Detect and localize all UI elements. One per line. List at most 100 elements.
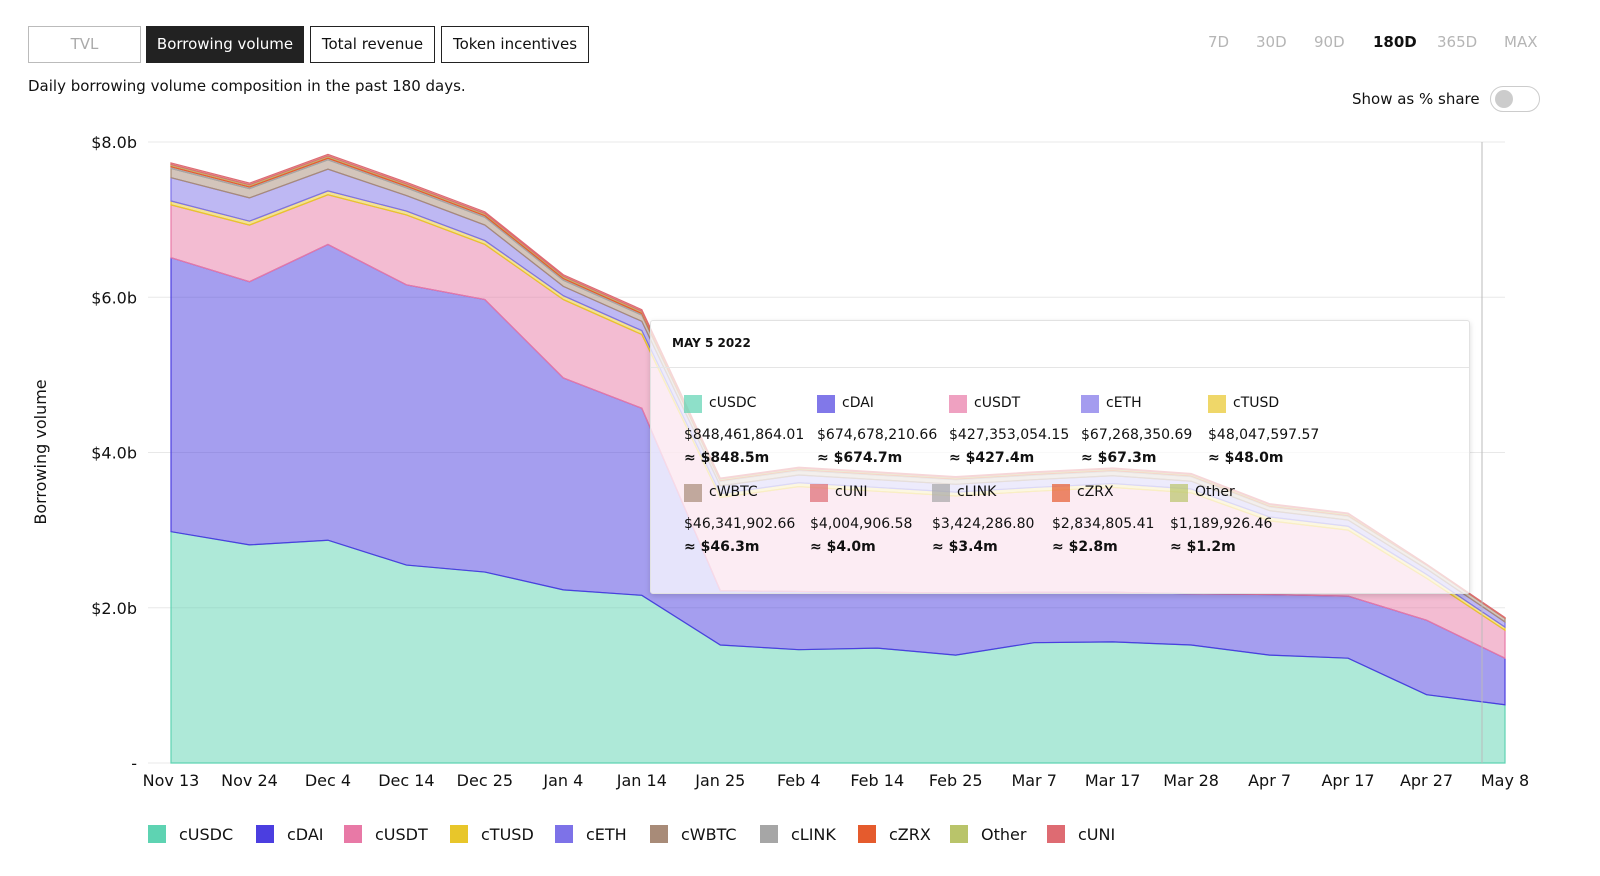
toggle-label: Show as % share (1352, 90, 1480, 108)
range-button[interactable]: 90D (1314, 33, 1345, 51)
tooltip-swatch (684, 484, 702, 502)
tab[interactable]: TVL (28, 26, 141, 63)
tooltip-name: cLINK (957, 484, 997, 500)
tab[interactable]: Token incentives (441, 26, 589, 63)
tooltip-approx: ≈ $427.4m (949, 450, 1035, 466)
tooltip-name: cUNI (835, 484, 868, 500)
x-tick-label: Dec 14 (378, 771, 434, 790)
range-button[interactable]: MAX (1504, 33, 1538, 51)
tooltip: MAY 5 2022 cUSDC $848,461,864.01 ≈ $848.5m c… (650, 320, 1470, 594)
tooltip-value: $848,461,864.01 (684, 427, 805, 443)
x-tick-label: Apr 27 (1400, 771, 1453, 790)
x-tick-label: Mar 7 (1011, 771, 1056, 790)
range-button[interactable]: 180D (1373, 33, 1417, 51)
tooltip-name: Other (1195, 484, 1235, 500)
x-tick-label: Nov 24 (221, 771, 278, 790)
tooltip-value: $1,189,926.46 (1170, 516, 1273, 532)
tooltip-approx: ≈ $1.2m (1170, 539, 1236, 555)
legend-label: cTUSD (481, 825, 534, 844)
tooltip-approx: ≈ $674.7m (817, 450, 903, 466)
tooltip-value: $3,424,286.80 (932, 516, 1035, 532)
legend-label: Other (981, 825, 1027, 844)
tooltip-name: cDAI (842, 395, 874, 411)
tooltip-approx: ≈ $46.3m (684, 539, 760, 555)
legend-swatch (148, 825, 166, 843)
range-button[interactable]: 30D (1256, 33, 1287, 51)
tooltip-swatch (932, 484, 950, 502)
toggle[interactable] (1490, 86, 1540, 112)
x-tick-label: Jan 4 (542, 771, 583, 790)
area (170, 153, 1506, 619)
tooltip-name: cETH (1106, 395, 1142, 411)
tooltip-approx: ≈ $48.0m (1208, 450, 1284, 466)
x-tick-label: Mar 17 (1085, 771, 1141, 790)
tooltip-swatch (1081, 395, 1099, 413)
legend-swatch (650, 825, 668, 843)
x-tick-label: Dec 4 (305, 771, 351, 790)
tooltip-swatch (684, 395, 702, 413)
tooltip-value: $48,047,597.57 (1208, 427, 1320, 443)
tooltip-value: $427,353,054.15 (949, 427, 1070, 443)
tooltip-date: MAY 5 2022 (672, 336, 751, 350)
tooltip-name: cUSDT (974, 395, 1021, 411)
tooltip-approx: ≈ $3.4m (932, 539, 998, 555)
x-tick-label: Nov 13 (143, 771, 200, 790)
y-axis-label: Borrowing volume (31, 379, 50, 524)
y-tick-label: $8.0b (91, 133, 137, 152)
tooltip-swatch (1052, 484, 1070, 502)
tooltip-name: cWBTC (709, 484, 758, 500)
toggle-knob (1495, 90, 1513, 108)
subtitle: Daily borrowing volume composition in th… (28, 77, 466, 95)
tooltip-approx: ≈ $67.3m (1081, 450, 1157, 466)
x-tick-label: Apr 7 (1248, 771, 1291, 790)
y-tick-label: $2.0b (91, 599, 137, 618)
tab[interactable]: Total revenue (310, 26, 435, 63)
x-tick-label: Mar 28 (1163, 771, 1219, 790)
y-tick-label: $4.0b (91, 444, 137, 463)
tooltip-name: cUSDC (709, 395, 757, 411)
legend-label: cUSDT (375, 825, 428, 844)
tooltip-value: $674,678,210.66 (817, 427, 938, 443)
legend-label: cUNI (1078, 825, 1115, 844)
tooltip-swatch (817, 395, 835, 413)
legend-label: cUSDC (179, 825, 233, 844)
legend-swatch (555, 825, 573, 843)
legend-swatch (950, 825, 968, 843)
legend-swatch (344, 825, 362, 843)
x-tick-label: Feb 25 (929, 771, 983, 790)
x-tick-label: Jan 25 (694, 771, 745, 790)
y-tick-label: - (131, 754, 137, 773)
x-tick-label: May 8 (1481, 771, 1529, 790)
x-tick-label: Jan 14 (616, 771, 667, 790)
tooltip-swatch (949, 395, 967, 413)
legend-label: cETH (586, 825, 627, 844)
tooltip-value: $2,834,805.41 (1052, 516, 1155, 532)
legend-swatch (858, 825, 876, 843)
legend-swatch (256, 825, 274, 843)
x-tick-label: Apr 17 (1321, 771, 1374, 790)
legend-swatch (450, 825, 468, 843)
tooltip-approx: ≈ $848.5m (684, 450, 770, 466)
legend-swatch (760, 825, 778, 843)
legend-label: cWBTC (681, 825, 737, 844)
range-button[interactable]: 365D (1437, 33, 1478, 51)
tooltip-swatch (1208, 395, 1226, 413)
legend-label: cLINK (791, 825, 836, 844)
tooltip-approx: ≈ $4.0m (810, 539, 876, 555)
x-tick-label: Feb 4 (777, 771, 821, 790)
legend-label: cZRX (889, 825, 931, 844)
x-tick-label: Feb 14 (850, 771, 904, 790)
legend-swatch (1047, 825, 1065, 843)
tooltip-divider (651, 367, 1469, 368)
tooltip-value: $46,341,902.66 (684, 516, 796, 532)
tooltip-swatch (810, 484, 828, 502)
tooltip-swatch (1170, 484, 1188, 502)
tab[interactable]: Borrowing volume (146, 26, 304, 63)
tooltip-name: cTUSD (1233, 395, 1280, 411)
range-button[interactable]: 7D (1208, 33, 1230, 51)
tooltip-value: $67,268,350.69 (1081, 427, 1193, 443)
legend-label: cDAI (287, 825, 324, 844)
x-tick-label: Dec 25 (457, 771, 513, 790)
y-tick-label: $6.0b (91, 288, 137, 307)
